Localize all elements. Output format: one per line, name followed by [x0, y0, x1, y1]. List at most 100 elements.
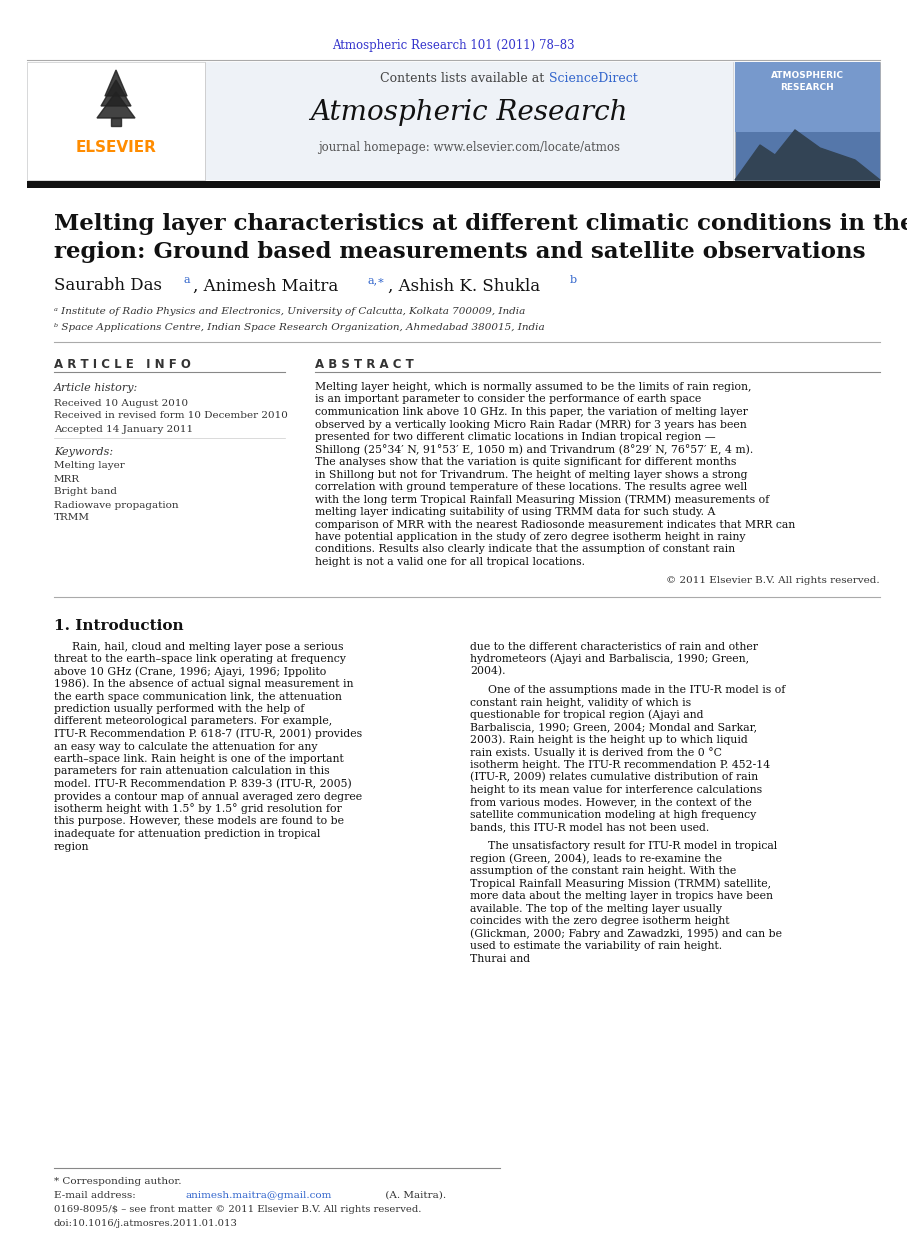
- Text: MRR: MRR: [54, 475, 80, 484]
- Text: One of the assumptions made in the ITU-R model is of: One of the assumptions made in the ITU-R…: [488, 685, 785, 695]
- Text: 1986). In the absence of actual signal measurement in: 1986). In the absence of actual signal m…: [54, 679, 354, 689]
- Bar: [27, 181, 880, 188]
- Text: ᵃ Institute of Radio Physics and Electronics, University of Calcutta, Kolkata 70: ᵃ Institute of Radio Physics and Electro…: [54, 308, 525, 317]
- Text: used to estimate the variability of rain height.: used to estimate the variability of rain…: [470, 941, 722, 951]
- Text: ATMOSPHERIC: ATMOSPHERIC: [771, 71, 844, 79]
- Text: presented for two different climatic locations in Indian tropical region —: presented for two different climatic loc…: [315, 432, 716, 442]
- Text: (Glickman, 2000; Fabry and Zawadzki, 1995) and can be: (Glickman, 2000; Fabry and Zawadzki, 199…: [470, 928, 782, 939]
- Text: a,∗: a,∗: [368, 275, 385, 285]
- Text: The unsatisfactory result for ITU-R model in tropical: The unsatisfactory result for ITU-R mode…: [488, 841, 777, 851]
- Text: Tropical Rainfall Measuring Mission (TRMM) satellite,: Tropical Rainfall Measuring Mission (TRM…: [470, 878, 771, 888]
- Text: questionable for tropical region (Ajayi and: questionable for tropical region (Ajayi …: [470, 710, 704, 720]
- Text: The analyses show that the variation is quite significant for different months: The analyses show that the variation is …: [315, 456, 736, 468]
- Text: Rain, hail, cloud and melting layer pose a serious: Rain, hail, cloud and melting layer pose…: [72, 642, 344, 652]
- Text: Atmospheric Research: Atmospheric Research: [310, 99, 628, 125]
- Text: doi:10.1016/j.atmosres.2011.01.013: doi:10.1016/j.atmosres.2011.01.013: [54, 1218, 238, 1227]
- Text: Received in revised form 10 December 2010: Received in revised form 10 December 201…: [54, 412, 288, 421]
- Text: Received 10 August 2010: Received 10 August 2010: [54, 398, 188, 407]
- Text: ITU-R Recommendation P. 618-7 (ITU-R, 2001) provides: ITU-R Recommendation P. 618-7 (ITU-R, 20…: [54, 729, 362, 740]
- Text: Melting layer characteristics at different climatic conditions in the Indian: Melting layer characteristics at differe…: [54, 213, 907, 235]
- Text: 1. Introduction: 1. Introduction: [54, 620, 183, 633]
- Text: rain exists. Usually it is derived from the 0 °C: rain exists. Usually it is derived from …: [470, 747, 722, 758]
- Text: Atmospheric Research 101 (2011) 78–83: Atmospheric Research 101 (2011) 78–83: [332, 40, 574, 52]
- Text: the earth space communication link, the attenuation: the earth space communication link, the …: [54, 691, 342, 701]
- Polygon shape: [101, 80, 131, 106]
- Text: provides a contour map of annual averaged zero degree: provides a contour map of annual average…: [54, 792, 362, 802]
- Polygon shape: [735, 130, 880, 181]
- Text: (A. Maitra).: (A. Maitra).: [382, 1190, 446, 1200]
- Text: height is not a valid one for all tropical locations.: height is not a valid one for all tropic…: [315, 557, 585, 567]
- Text: model. ITU-R Recommendation P. 839-3 (ITU-R, 2005): model. ITU-R Recommendation P. 839-3 (IT…: [54, 779, 352, 789]
- Bar: [735, 62, 880, 132]
- Text: Saurabh Das: Saurabh Das: [54, 277, 167, 294]
- Text: 2003). Rain height is the height up to which liquid: 2003). Rain height is the height up to w…: [470, 735, 747, 745]
- Text: Accepted 14 January 2011: Accepted 14 January 2011: [54, 424, 193, 433]
- Text: TRMM: TRMM: [54, 513, 90, 522]
- Text: Article history:: Article history:: [54, 383, 138, 393]
- Text: conditions. Results also clearly indicate that the assumption of constant rain: conditions. Results also clearly indicat…: [315, 544, 736, 554]
- Text: satellite communication modeling at high frequency: satellite communication modeling at high…: [470, 810, 756, 820]
- Text: more data about the melting layer in tropics have been: more data about the melting layer in tro…: [470, 891, 773, 901]
- Text: a: a: [183, 275, 190, 285]
- Text: isotherm height. The ITU-R recommendation P. 452-14: isotherm height. The ITU-R recommendatio…: [470, 760, 770, 769]
- Text: animesh.maitra@gmail.com: animesh.maitra@gmail.com: [185, 1190, 331, 1200]
- Text: with the long term Tropical Rainfall Measuring Mission (TRMM) measurements of: with the long term Tropical Rainfall Mea…: [315, 495, 769, 505]
- Text: region (Green, 2004), leads to re-examine the: region (Green, 2004), leads to re-examin…: [470, 854, 722, 863]
- Text: A R T I C L E   I N F O: A R T I C L E I N F O: [54, 357, 190, 371]
- Text: an easy way to calculate the attenuation for any: an easy way to calculate the attenuation…: [54, 741, 317, 752]
- Text: region: region: [54, 841, 90, 851]
- Text: © 2011 Elsevier B.V. All rights reserved.: © 2011 Elsevier B.V. All rights reserved…: [667, 576, 880, 585]
- Text: constant rain height, validity of which is: constant rain height, validity of which …: [470, 698, 691, 708]
- Text: parameters for rain attenuation calculation in this: parameters for rain attenuation calculat…: [54, 767, 329, 777]
- Text: hydrometeors (Ajayi and Barbaliscia, 1990; Green,: hydrometeors (Ajayi and Barbaliscia, 199…: [470, 653, 749, 664]
- Text: comparison of MRR with the nearest Radiosonde measurement indicates that MRR can: comparison of MRR with the nearest Radio…: [315, 520, 795, 529]
- Text: Keywords:: Keywords:: [54, 447, 113, 456]
- Bar: [27, 62, 205, 181]
- Text: (ITU-R, 2009) relates cumulative distribution of rain: (ITU-R, 2009) relates cumulative distrib…: [470, 772, 758, 783]
- Text: , Ashish K. Shukla: , Ashish K. Shukla: [388, 277, 545, 294]
- Text: region: Ground based measurements and satellite observations: region: Ground based measurements and sa…: [54, 241, 865, 263]
- Text: available. The top of the melting layer usually: available. The top of the melting layer …: [470, 903, 722, 913]
- Text: A B S T R A C T: A B S T R A C T: [315, 357, 414, 371]
- Polygon shape: [97, 92, 135, 118]
- Text: bands, this ITU-R model has not been used.: bands, this ITU-R model has not been use…: [470, 823, 709, 833]
- Text: prediction usually performed with the help of: prediction usually performed with the he…: [54, 704, 305, 714]
- Text: isotherm height with 1.5° by 1.5° grid resolution for: isotherm height with 1.5° by 1.5° grid r…: [54, 804, 342, 814]
- Text: communication link above 10 GHz. In this paper, the variation of melting layer: communication link above 10 GHz. In this…: [315, 407, 748, 417]
- Text: is an important parameter to consider the performance of earth space: is an important parameter to consider th…: [315, 395, 701, 404]
- Text: ᵇ Space Applications Centre, Indian Space Research Organization, Ahmedabad 38001: ᵇ Space Applications Centre, Indian Spac…: [54, 323, 544, 332]
- Text: from various modes. However, in the context of the: from various modes. However, in the cont…: [470, 798, 752, 808]
- Text: Bright band: Bright band: [54, 487, 117, 496]
- Text: above 10 GHz (Crane, 1996; Ajayi, 1996; Ippolito: above 10 GHz (Crane, 1996; Ajayi, 1996; …: [54, 667, 327, 677]
- Text: melting layer indicating suitability of using TRMM data for such study. A: melting layer indicating suitability of …: [315, 507, 716, 517]
- Text: threat to the earth–space link operating at frequency: threat to the earth–space link operating…: [54, 654, 346, 664]
- Text: have potential application in the study of zero degree isotherm height in rainy: have potential application in the study …: [315, 532, 746, 542]
- Text: b: b: [570, 275, 577, 285]
- Text: this purpose. However, these models are found to be: this purpose. However, these models are …: [54, 816, 344, 826]
- Text: in Shillong but not for Trivandrum. The height of melting layer shows a strong: in Shillong but not for Trivandrum. The …: [315, 470, 747, 480]
- Text: observed by a vertically looking Micro Rain Radar (MRR) for 3 years has been: observed by a vertically looking Micro R…: [315, 419, 746, 429]
- Polygon shape: [105, 71, 127, 96]
- Text: E-mail address:: E-mail address:: [54, 1190, 139, 1200]
- Text: due to the different characteristics of rain and other: due to the different characteristics of …: [470, 642, 758, 652]
- Polygon shape: [111, 118, 121, 126]
- Text: Melting layer height, which is normally assumed to be the limits of rain region,: Melting layer height, which is normally …: [315, 382, 752, 392]
- Text: different meteorological parameters. For example,: different meteorological parameters. For…: [54, 716, 332, 726]
- Text: correlation with ground temperature of these locations. The results agree well: correlation with ground temperature of t…: [315, 482, 747, 492]
- Text: 2004).: 2004).: [470, 667, 505, 677]
- Text: earth–space link. Rain height is one of the important: earth–space link. Rain height is one of …: [54, 755, 344, 764]
- Text: assumption of the constant rain height. With the: assumption of the constant rain height. …: [470, 866, 736, 876]
- Text: journal homepage: www.elsevier.com/locate/atmos: journal homepage: www.elsevier.com/locat…: [318, 141, 620, 155]
- Text: Shillong (25°34′ N, 91°53′ E, 1050 m) and Trivandrum (8°29′ N, 76°57′ E, 4 m).: Shillong (25°34′ N, 91°53′ E, 1050 m) an…: [315, 444, 753, 455]
- Text: 0169-8095/$ – see front matter © 2011 Elsevier B.V. All rights reserved.: 0169-8095/$ – see front matter © 2011 El…: [54, 1206, 422, 1215]
- Bar: [735, 62, 880, 181]
- Text: Thurai and: Thurai and: [470, 954, 530, 964]
- Text: height to its mean value for interference calculations: height to its mean value for interferenc…: [470, 785, 762, 795]
- Text: Melting layer: Melting layer: [54, 461, 125, 470]
- Text: , Animesh Maitra: , Animesh Maitra: [193, 277, 344, 294]
- Text: ScienceDirect: ScienceDirect: [549, 72, 638, 84]
- Text: RESEARCH: RESEARCH: [780, 83, 834, 92]
- Text: inadequate for attenuation prediction in tropical: inadequate for attenuation prediction in…: [54, 829, 320, 839]
- Text: Contents lists available at: Contents lists available at: [380, 72, 548, 84]
- Text: coincides with the zero degree isotherm height: coincides with the zero degree isotherm …: [470, 917, 729, 927]
